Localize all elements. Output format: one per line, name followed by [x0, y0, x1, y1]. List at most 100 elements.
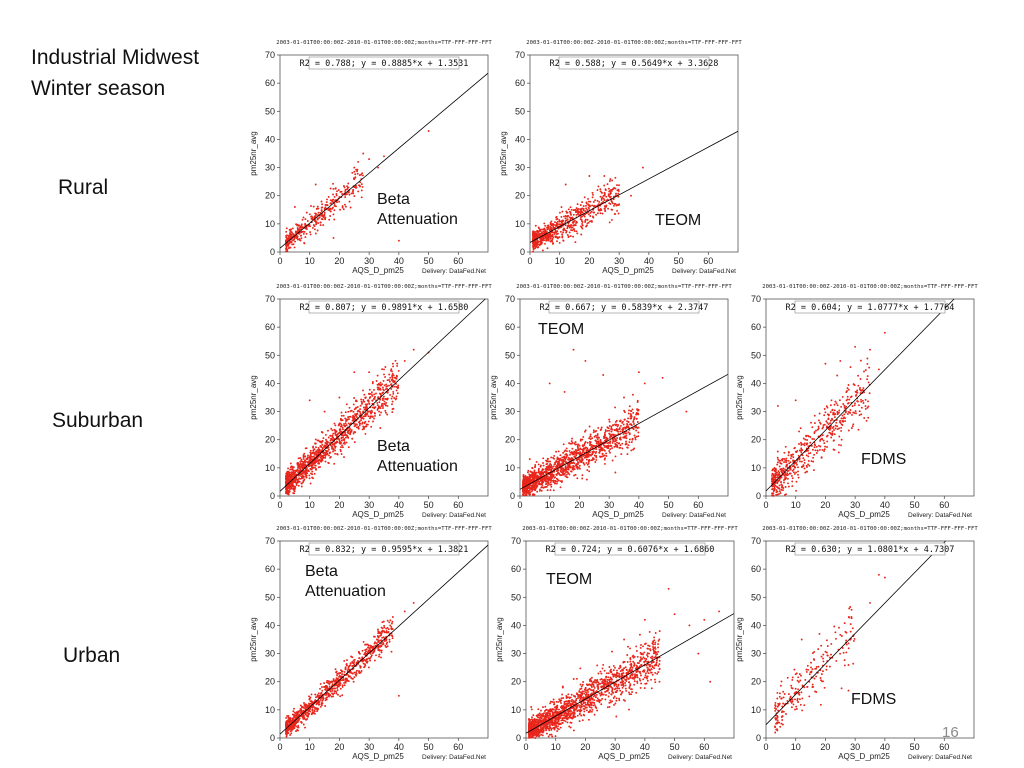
data-point	[285, 227, 288, 230]
data-point	[628, 438, 631, 441]
data-point	[386, 404, 389, 407]
data-point	[320, 200, 323, 203]
data-point	[340, 411, 343, 414]
data-point	[860, 398, 862, 401]
data-point	[613, 429, 616, 432]
data-point	[529, 470, 532, 473]
data-point	[615, 192, 617, 195]
chart-title: 2003-01-01T00:00:00Z-2010-01-01T00:00:00…	[526, 40, 742, 46]
data-point	[603, 462, 606, 465]
data-point	[364, 432, 367, 435]
data-point	[867, 405, 870, 408]
data-point	[835, 402, 838, 405]
data-point	[324, 446, 326, 449]
data-point	[567, 472, 570, 475]
data-point	[339, 695, 342, 698]
data-point	[383, 400, 386, 403]
data-point	[371, 647, 374, 650]
data-point	[532, 483, 535, 486]
data-point	[329, 444, 332, 447]
data-point	[529, 491, 532, 494]
data-point	[550, 456, 553, 459]
data-point	[329, 456, 332, 459]
y-tick-label: 50	[265, 592, 275, 602]
data-point	[605, 195, 608, 198]
data-point	[389, 624, 392, 627]
data-point	[313, 452, 316, 455]
data-point	[362, 400, 365, 403]
data-point	[787, 451, 790, 454]
data-point	[368, 388, 371, 391]
data-point	[582, 205, 585, 208]
data-point	[790, 474, 793, 477]
data-point	[564, 475, 567, 478]
data-point	[541, 486, 543, 489]
data-point	[854, 394, 857, 397]
data-point	[619, 430, 622, 433]
data-point	[334, 187, 337, 190]
data-point	[285, 735, 288, 738]
data-point	[831, 418, 834, 421]
data-point	[539, 228, 542, 231]
data-point	[625, 442, 628, 445]
data-point	[786, 477, 789, 480]
data-point	[803, 461, 806, 464]
data-point	[777, 458, 780, 461]
data-point	[313, 472, 316, 475]
credit-label: Delivery: DataFed.Net	[672, 268, 736, 275]
data-point	[527, 486, 530, 489]
data-point	[833, 439, 835, 442]
data-point	[340, 190, 343, 193]
data-point	[797, 476, 800, 479]
data-point	[813, 446, 816, 449]
regression-line	[279, 72, 489, 249]
data-point	[783, 461, 786, 464]
data-point	[329, 187, 332, 190]
data-point	[341, 446, 344, 449]
data-point	[569, 212, 572, 215]
data-point	[603, 192, 606, 195]
data-point	[586, 441, 589, 444]
data-point	[337, 424, 340, 427]
data-point	[547, 224, 550, 227]
data-point	[354, 173, 357, 176]
data-point	[562, 468, 565, 470]
data-point	[558, 211, 561, 214]
data-point	[607, 207, 610, 210]
data-point	[581, 477, 584, 480]
data-point	[819, 439, 822, 442]
data-point	[287, 715, 290, 717]
data-point	[779, 461, 782, 464]
data-point	[302, 476, 305, 479]
data-point	[772, 468, 775, 471]
data-point	[617, 192, 620, 195]
data-point	[838, 427, 841, 430]
x-tick-label: 20	[334, 500, 344, 510]
data-point	[559, 223, 561, 226]
data-point	[607, 444, 610, 447]
data-point	[360, 196, 363, 199]
data-point	[307, 224, 310, 227]
data-point	[353, 397, 356, 399]
data-point	[297, 461, 299, 464]
data-point	[636, 399, 639, 402]
data-point	[636, 412, 639, 415]
data-point	[532, 244, 535, 247]
data-point	[339, 442, 342, 445]
data-point	[587, 462, 590, 465]
data-point	[579, 209, 582, 212]
data-point	[364, 412, 367, 415]
data-point	[558, 472, 561, 475]
data-point	[832, 425, 835, 428]
data-point	[623, 418, 626, 421]
data-point	[578, 459, 581, 461]
row-label-urban: Urban	[63, 644, 121, 667]
data-point	[560, 206, 563, 209]
data-point	[619, 446, 622, 449]
data-point	[577, 448, 580, 451]
scatter-chart: 2003-01-01T00:00:00Z-2010-01-01T00:00:00…	[249, 526, 492, 761]
data-point	[527, 490, 530, 493]
data-point	[594, 461, 597, 463]
data-point	[810, 421, 812, 424]
data-point	[318, 216, 321, 219]
